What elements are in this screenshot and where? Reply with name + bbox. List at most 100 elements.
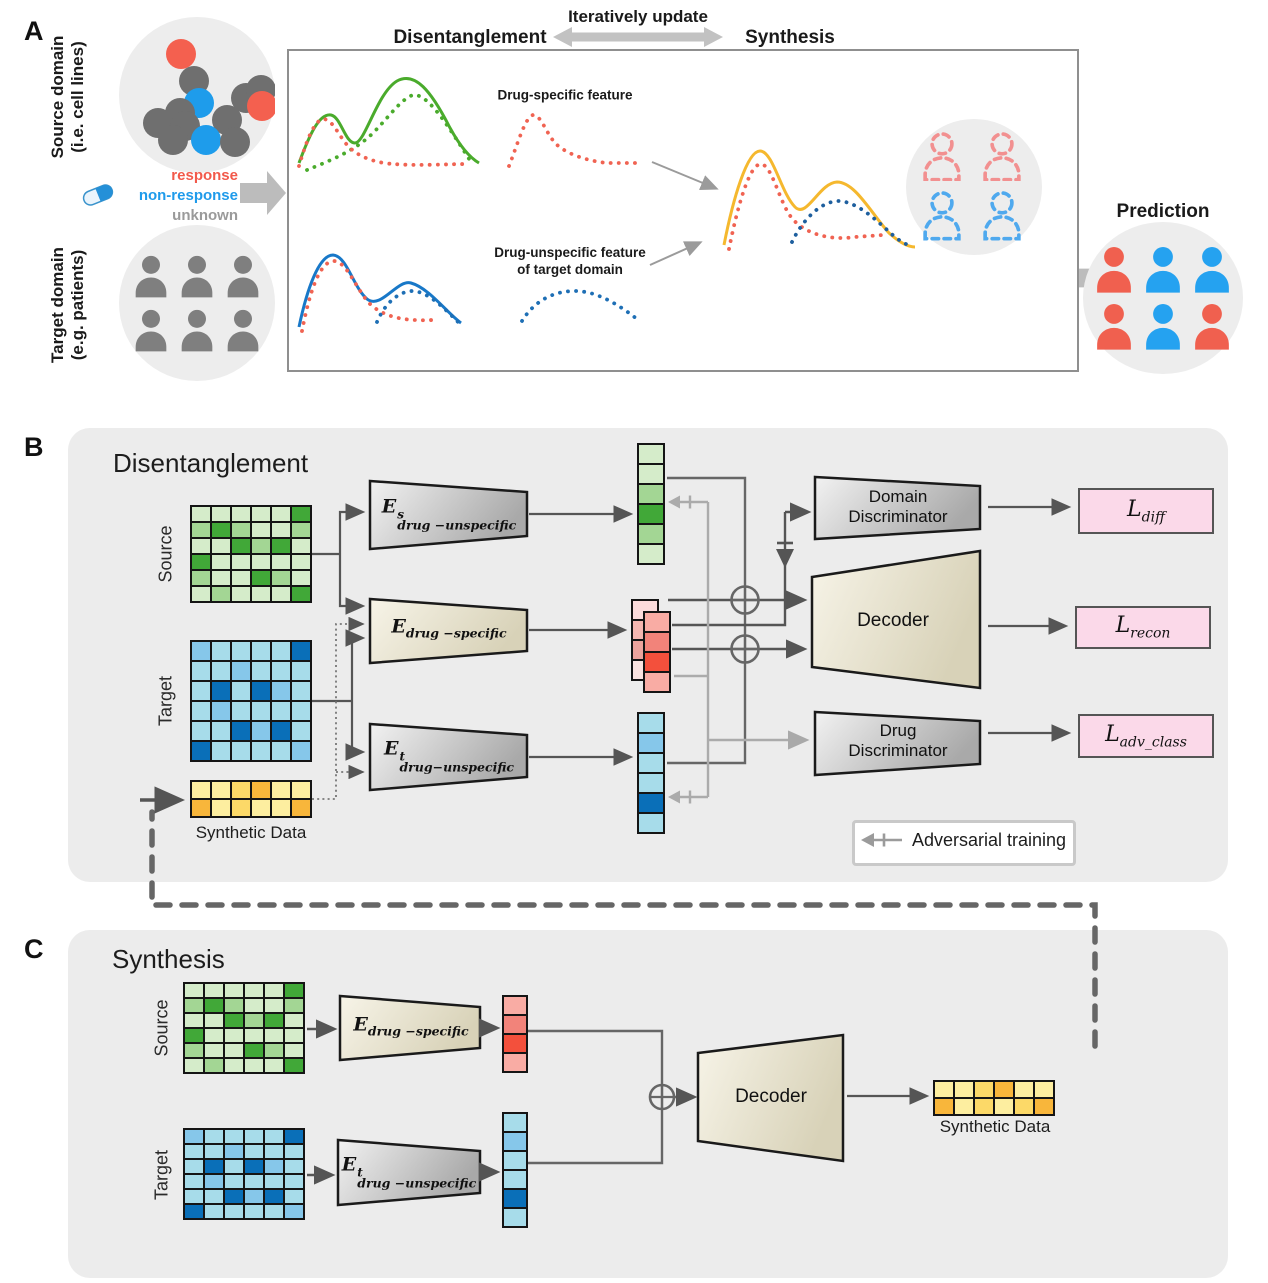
matrix-cell (645, 633, 669, 651)
matrix-cell (225, 1059, 243, 1072)
panel-c-label: C (24, 934, 44, 964)
matrix-cell (272, 642, 290, 660)
matrix-cell (185, 1044, 203, 1057)
matrix-cell (212, 782, 230, 798)
source-unspecific-dotted-curve (305, 93, 475, 172)
matrix-cell (292, 571, 310, 585)
green-embedding-vector (637, 443, 665, 565)
matrix-cell (252, 722, 270, 740)
matrix-cell (265, 1145, 283, 1158)
matrix-cell (265, 999, 283, 1012)
target-domain-label: Target domain (e.g. patients) (48, 247, 87, 363)
matrix-cell (285, 1190, 303, 1203)
matrix-cell (292, 587, 310, 601)
panel-c-title: Synthesis (112, 944, 225, 974)
matrix-cell (245, 1059, 263, 1072)
matrix-cell (272, 742, 290, 760)
matrix-cell (232, 722, 250, 740)
matrix-cell (265, 1059, 283, 1072)
matrix-cell (639, 794, 663, 812)
matrix-cell (192, 682, 210, 700)
matrix-cell (639, 445, 663, 463)
matrix-cell (504, 1035, 526, 1052)
matrix-cell (205, 984, 223, 997)
matrix-cell (252, 507, 270, 521)
source-domain-label: Source domain (i.e. cell lines) (48, 35, 87, 159)
person-icon (1146, 304, 1180, 350)
matrix-cell (185, 1205, 203, 1218)
matrix-cell (225, 984, 243, 997)
matrix-cell (955, 1082, 973, 1097)
matrix-cell (212, 507, 230, 521)
matrix-cell (272, 539, 290, 553)
matrix-cell (252, 742, 270, 760)
red-vector-c (502, 995, 528, 1073)
panel-b-title: Disentanglement (113, 448, 309, 478)
matrix-cell (504, 1016, 526, 1033)
loss-diff-box: Ldiff (1078, 488, 1214, 534)
matrix-cell (639, 485, 663, 503)
loss-adv-class-box: Ladv_class (1078, 714, 1214, 758)
panel-b-target-label: Target (155, 675, 176, 727)
matrix-cell (285, 1014, 303, 1027)
target-unspecific-solo-curve (520, 289, 639, 323)
matrix-cell (292, 539, 310, 553)
person-row (1092, 245, 1234, 295)
matrix-cell (232, 742, 250, 760)
matrix-cell (252, 571, 270, 585)
target-unspecific-dotted-curve (375, 289, 461, 325)
matrix-cell (212, 722, 230, 740)
non-response-label: non-response (138, 187, 238, 204)
person-icon (1195, 246, 1229, 293)
matrix-cell (185, 1190, 203, 1203)
matrix-cell (192, 507, 210, 521)
domain-discriminator-label: Domain Discriminator (848, 487, 948, 526)
matrix-cell (245, 1190, 263, 1203)
matrix-cell (225, 1145, 243, 1158)
matrix-cell (225, 1044, 243, 1057)
matrix-cell (185, 999, 203, 1012)
matrix-cell (1035, 1082, 1053, 1097)
matrix-cell (272, 571, 290, 585)
matrix-cell (272, 587, 290, 601)
matrix-cell (292, 682, 310, 700)
drug-discriminator-label: Drug Discriminator (848, 721, 948, 760)
matrix-cell (285, 1130, 303, 1143)
source-distribution-curve (297, 76, 480, 165)
matrix-cell (245, 984, 263, 997)
matrix-cell (292, 555, 310, 569)
drug-unspecific-feature-label: Drug-unspecific feature of target domain (494, 245, 646, 277)
matrix-cell (232, 587, 250, 601)
matrix-cell (185, 1059, 203, 1072)
matrix-cell (252, 702, 270, 720)
person-icon (983, 131, 1021, 181)
person-icon (227, 255, 259, 297)
person-icon (1146, 246, 1180, 293)
target-matrix-b (190, 640, 312, 762)
prediction-people (1083, 222, 1243, 374)
matrix-cell (192, 742, 210, 760)
person-icon (1195, 304, 1229, 350)
matrix-cell (252, 555, 270, 569)
matrix-cell (265, 1130, 283, 1143)
matrix-cell (272, 523, 290, 537)
person-row (131, 254, 263, 299)
matrix-cell (205, 1044, 223, 1057)
matrix-cell (212, 571, 230, 585)
matrix-cell (185, 1014, 203, 1027)
matrix-cell (292, 662, 310, 680)
person-icon (181, 255, 213, 297)
matrix-cell (265, 984, 283, 997)
matrix-cell (205, 1014, 223, 1027)
matrix-cell (292, 642, 310, 660)
matrix-cell (185, 1130, 203, 1143)
matrix-cell (212, 702, 230, 720)
encoder-spec-label: Edrug −specific (391, 615, 507, 641)
matrix-cell (245, 999, 263, 1012)
synthesis-top-title: Synthesis (745, 27, 835, 48)
matrix-cell (504, 1152, 526, 1169)
matrix-cell (192, 662, 210, 680)
unknown-label: unknown (172, 207, 238, 224)
matrix-cell (212, 682, 230, 700)
matrix-cell (232, 682, 250, 700)
